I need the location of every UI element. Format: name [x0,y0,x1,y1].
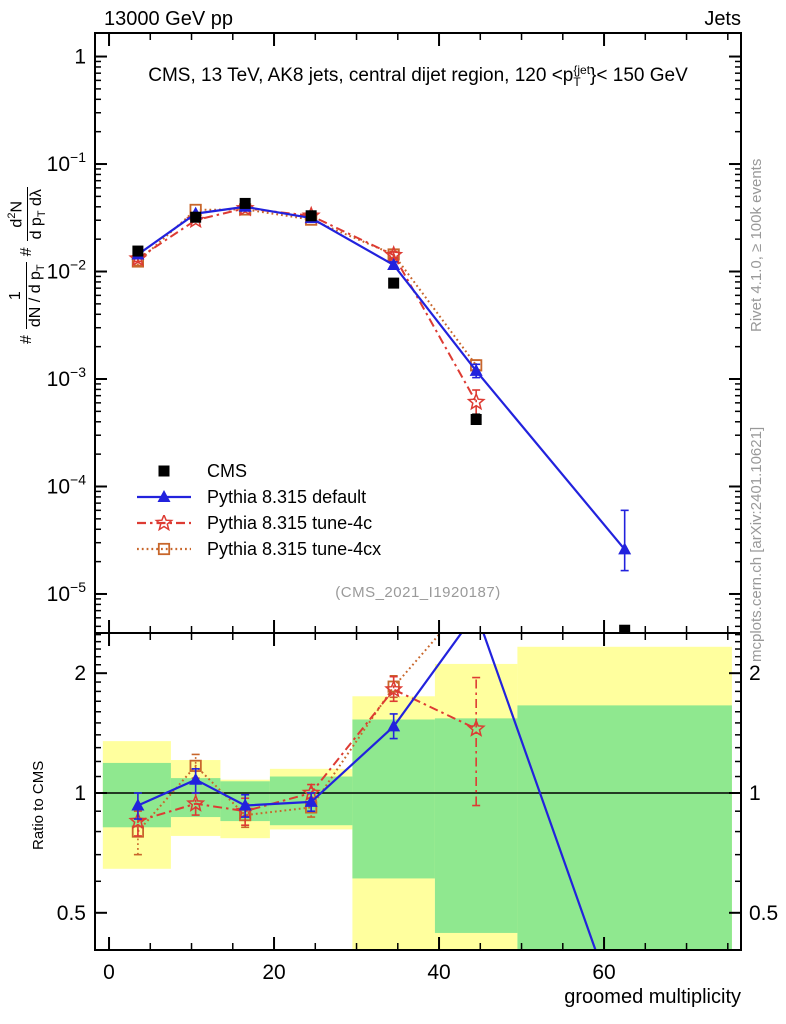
svg-text:0.5: 0.5 [57,902,86,925]
svg-text:1: 1 [74,46,86,69]
svg-text:10−2: 10−2 [47,257,87,284]
svg-text:60: 60 [592,961,615,984]
title-text: CMS, 13 TeV, AK8 jets, central dijet reg… [148,65,574,87]
process-label: Jets [704,8,741,30]
title-superscript: {jet [573,63,591,77]
svg-text:10−5: 10−5 [47,579,87,606]
x-axis-label: groomed multiplicity [564,986,741,1008]
legend-label: Pythia 8.315 tune-4c [207,512,373,533]
pythia-tune4c-marker-icon [137,515,191,531]
legend-item-pythia-default: Pythia 8.315 default [135,484,381,510]
legend-item-cms: CMS [135,458,381,484]
series-cms [132,197,631,633]
green-band-bin [434,718,518,933]
normalization-fraction: 1 dN / d pT [7,262,47,330]
main-y-axis-label: #1 dN / d pT # d2N d pT dλ [6,182,49,345]
svg-text:10−4: 10−4 [47,471,87,498]
svg-text:2: 2 [74,662,86,685]
title-subscript: T [573,75,581,89]
hash-symbol: # [18,335,36,344]
legend-label: CMS [207,460,247,481]
series-pythia-8-315-tune-4c [128,198,486,417]
legend: CMS Pythia 8.315 default Pythia 8.315 tu… [135,458,381,562]
svg-text:40: 40 [427,961,450,984]
panel-borders [94,32,742,951]
legend-label: Pythia 8.315 tune-4cx [207,538,382,559]
main-panel-series [128,197,632,633]
svg-text:20: 20 [262,961,285,984]
legend-item-pythia-tune4c: Pythia 8.315 tune-4c [135,510,381,536]
svg-text:10−3: 10−3 [47,364,87,391]
series-pythia-8-315-tune-4cx [131,203,483,372]
pythia-tune4cx-marker-icon [137,542,191,556]
legend-label: Pythia 8.315 default [207,486,367,507]
rivet-version-note: Rivet 4.1.0, ≥ 100k events [748,158,765,332]
beam-energy-label: 13000 GeV pp [104,8,233,30]
legend-item-pythia-tune4cx: Pythia 8.315 tune-4cx [135,536,381,562]
pythia-default-marker-icon [137,490,191,502]
axis-tick-labels: 1 10−1 10−2 10−3 10−4 10−5 2 2 1 1 0.5 0.5 0 20 40 60 [47,46,779,984]
svg-text:1: 1 [74,782,86,805]
ratio-panel-series [128,633,597,950]
mcplots-credit-note: mcplots.cern.ch [arXiv:2401.10621] [748,426,765,662]
axis-ticks [95,33,741,950]
plot-title: CMS, 13 TeV, AK8 jets, central dijet reg… [95,64,741,88]
hash-symbol: # [18,247,36,257]
green-band-bin [352,719,435,879]
title-suffix: }< 150 GeV [590,65,688,87]
differential-fraction: d2N d pT dλ [6,187,48,242]
analysis-watermark: (CMS_2021_I1920187) [335,584,501,601]
svg-text:2: 2 [749,662,761,685]
green-band-bin [517,705,732,950]
cms-marker-icon [158,465,170,477]
svg-text:0: 0 [103,961,115,984]
pt-jet-stack: {jet T [573,64,590,88]
series-pythia-8-315-default [131,633,597,950]
svg-text:10−1: 10−1 [47,149,87,176]
svg-text:1: 1 [749,782,761,805]
svg-text:0.5: 0.5 [749,902,778,925]
ratio-y-axis-label: Ratio to CMS [30,760,47,850]
